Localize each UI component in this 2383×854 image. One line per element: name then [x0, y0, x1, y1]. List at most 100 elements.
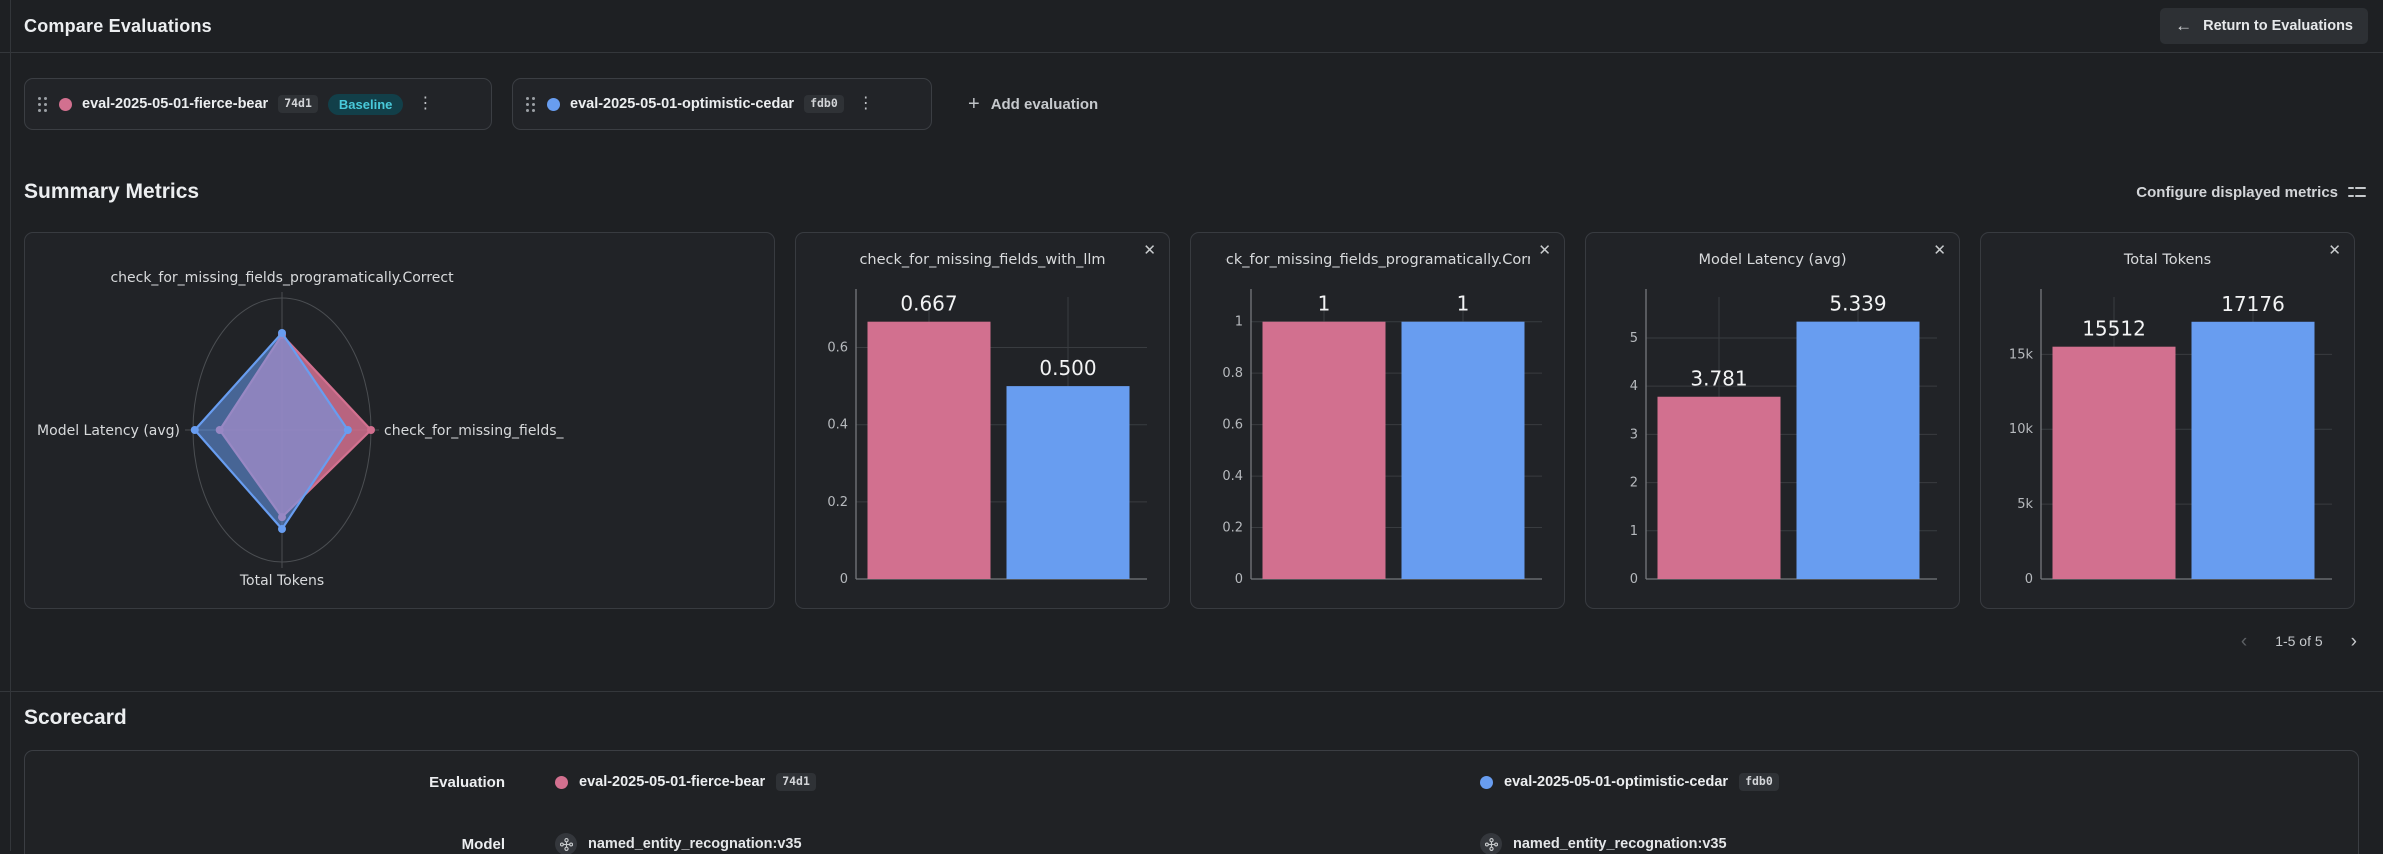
scorecard-title: Scorecard [24, 706, 127, 729]
scorecard-model-cell[interactable]: named_entity_recognation:v35 [505, 833, 1430, 854]
evaluation-chip[interactable]: eval-2025-05-01-fierce-bear 74d1 Baseline ⋮ [24, 78, 492, 130]
bar-eval-2025-05-01-optimistic-cedar [1401, 321, 1525, 579]
close-icon[interactable]: ✕ [1538, 241, 1551, 259]
bar-eval-2025-05-01-fierce-bear [1262, 321, 1386, 579]
evaluation-chips-row: eval-2025-05-01-fierce-bear 74d1 Baseline ⋮… [24, 78, 2383, 130]
y-tick-label: 0 [1630, 572, 1638, 587]
bar-value-label: 15512 [2082, 317, 2146, 341]
scorecard-evaluation-cell[interactable]: eval-2025-05-01-optimistic-cedar fdb0 [1430, 773, 2358, 791]
row-label: Evaluation [429, 773, 505, 791]
drag-handle-icon[interactable] [38, 96, 47, 112]
eval-hash-badge: fdb0 [804, 95, 844, 113]
metric-card-check_for_missing_fields_with_llm: ✕ check_for_missing_fields_with_llm 0 0.2 0.… [795, 232, 1170, 609]
y-tick-label: 0.6 [1222, 418, 1243, 433]
bar-eval-2025-05-01-fierce-bear [1657, 396, 1781, 579]
y-tick-label: 0 [2025, 572, 2033, 587]
y-tick-label: 4 [1630, 379, 1638, 394]
y-tick-label: 0.4 [827, 418, 848, 433]
metric-card-title: check_for_missing_fields_with_llm [859, 252, 1106, 268]
drag-dot [44, 96, 47, 100]
y-tick-label: 5 [1630, 331, 1638, 346]
summary-metrics-title: Summary Metrics [24, 180, 200, 203]
bar-value-label: 17176 [2221, 292, 2285, 316]
y-tick-label: 0.8 [1222, 366, 1243, 381]
kebab-menu-icon[interactable]: ⋮ [417, 95, 434, 112]
radar-axis-label: Total Tokens [239, 573, 324, 589]
drag-dot [38, 108, 41, 112]
metric-card-title: Model Latency (avg) [1698, 252, 1847, 268]
bar-value-label: 3.781 [1690, 367, 1747, 391]
y-tick-label: 0.2 [827, 495, 848, 510]
eval-name: eval-2025-05-01-optimistic-cedar [1504, 774, 1729, 790]
radar-axis-label: check_for_missing_fields_ [384, 423, 565, 439]
configure-displayed-metrics-button[interactable]: Configure displayed metrics [2136, 184, 2366, 201]
radar-vertex [278, 525, 286, 533]
scorecard-evaluation-cell[interactable]: eval-2025-05-01-fierce-bear 74d1 [505, 773, 1430, 791]
bar-value-label: 1 [1457, 292, 1470, 316]
return-to-evaluations-button[interactable]: ← Return to Evaluations [2160, 8, 2368, 44]
evaluation-chip[interactable]: eval-2025-05-01-optimistic-cedar fdb0 ⋮ [512, 78, 932, 130]
model-icon-badge [1480, 833, 1502, 854]
model-ref-link[interactable]: named_entity_recognation:v35 [1513, 836, 1727, 852]
bar-eval-2025-05-01-fierce-bear [2052, 346, 2176, 579]
drag-dot [526, 108, 529, 112]
y-tick-label: 0.2 [1222, 521, 1243, 536]
metric-card-Total Tokens: ✕ Total Tokens 0 5k 10k 15k 15512 17176 [1980, 232, 2355, 609]
eval-name: eval-2025-05-01-fierce-bear [579, 774, 766, 790]
pane-divider [10, 0, 11, 851]
metric-card-title: check_for_missing_fields_programatically… [1225, 252, 1530, 268]
model-icon [1484, 837, 1498, 851]
bar-chart: 0 5k 10k 15k 15512 17176 [2009, 289, 2332, 587]
page-title: Compare Evaluations [24, 15, 212, 36]
scorecard-model-cell[interactable]: named_entity_recognation:v35 [1430, 833, 2358, 854]
eval-color-dot [547, 97, 560, 111]
summary-metrics-header: Summary Metrics Configure displayed metr… [24, 180, 2366, 204]
drag-dot [526, 96, 529, 100]
pagination-next-icon[interactable]: › [2350, 630, 2357, 652]
metric-card-check_for_missing_fields_programatically.Correct: ✕ check_for_missing_fields_programaticall… [1190, 232, 1565, 609]
drag-dot [44, 102, 47, 106]
eval-color-dot [1480, 775, 1493, 789]
y-tick-label: 10k [2009, 422, 2034, 437]
bar-chart: 0 1 2 3 4 5 3.781 5.339 [1630, 289, 1937, 587]
drag-handle-icon[interactable] [526, 96, 535, 112]
y-tick-label: 0 [1235, 572, 1243, 587]
return-button-label: Return to Evaluations [2203, 18, 2353, 34]
drag-dot [526, 102, 529, 106]
model-icon [559, 837, 573, 851]
configure-metrics-label: Configure displayed metrics [2136, 183, 2338, 201]
drag-dot [44, 108, 47, 112]
y-tick-label: 0.4 [1222, 469, 1243, 484]
bar-value-label: 0.667 [900, 292, 957, 316]
drag-dot [532, 96, 535, 100]
radar-axis-label: Model Latency (avg) [37, 423, 180, 439]
close-icon[interactable]: ✕ [1143, 241, 1156, 259]
bar-value-label: 5.339 [1829, 292, 1886, 316]
section-divider [0, 691, 2383, 692]
y-tick-label: 2 [1630, 476, 1638, 491]
bar-eval-2025-05-01-optimistic-cedar [1006, 386, 1130, 579]
bar-value-label: 0.500 [1039, 356, 1096, 380]
y-tick-label: 1 [1235, 315, 1243, 330]
add-evaluation-button[interactable]: + Add evaluation [952, 78, 1114, 130]
kebab-menu-icon[interactable]: ⋮ [857, 95, 874, 112]
radar-axis-label: check_for_missing_fields_programatically… [110, 270, 454, 286]
radar-chart: check_for_missing_fields_programatically… [37, 270, 565, 589]
close-icon[interactable]: ✕ [1933, 241, 1946, 259]
radar-chart-card: check_for_missing_fields_programatically… [24, 232, 775, 609]
drag-dot [532, 108, 535, 112]
bar-value-label: 1 [1318, 292, 1331, 316]
radar-series-eval-2025-05-01-optimistic-cedar [193, 331, 349, 531]
y-tick-label: 3 [1630, 427, 1638, 442]
close-icon[interactable]: ✕ [2328, 241, 2341, 259]
metric-cards-row: check_for_missing_fields_programatically… [24, 232, 2359, 609]
metric-card-title: Total Tokens [2123, 252, 2212, 268]
pagination-prev-icon[interactable]: ‹ [2240, 630, 2248, 652]
bar-chart: 0 0.2 0.4 0.6 0.8 1 1 1 [1222, 289, 1542, 587]
y-tick-label: 0 [840, 572, 848, 587]
scorecard-table: Evaluation eval-2025-05-01-fierce-bear 74d… [24, 750, 2359, 854]
row-label: Model [461, 835, 505, 853]
eval-name: eval-2025-05-01-optimistic-cedar [570, 96, 795, 112]
model-ref-link[interactable]: named_entity_recognation:v35 [588, 836, 802, 852]
page-header: Compare Evaluations ← Return to Evaluati… [0, 0, 2383, 53]
